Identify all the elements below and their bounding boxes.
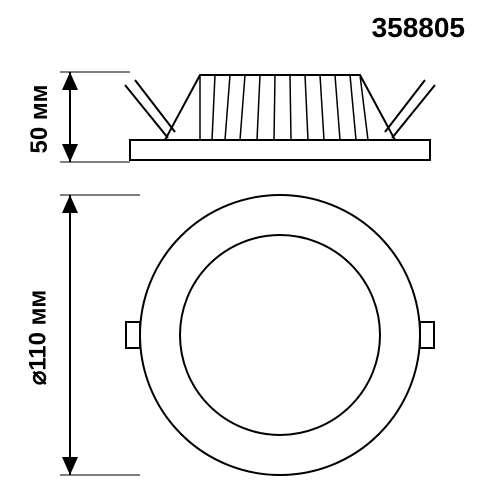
mounting-tab-right bbox=[420, 322, 434, 348]
side-view bbox=[125, 75, 435, 160]
technical-drawing bbox=[0, 0, 500, 500]
diagram-container: 358805 50 мм ⌀110 мм bbox=[0, 0, 500, 500]
top-view bbox=[126, 195, 434, 475]
inner-circle bbox=[180, 235, 380, 435]
outer-circle bbox=[140, 195, 420, 475]
mounting-tab-left bbox=[126, 322, 140, 348]
